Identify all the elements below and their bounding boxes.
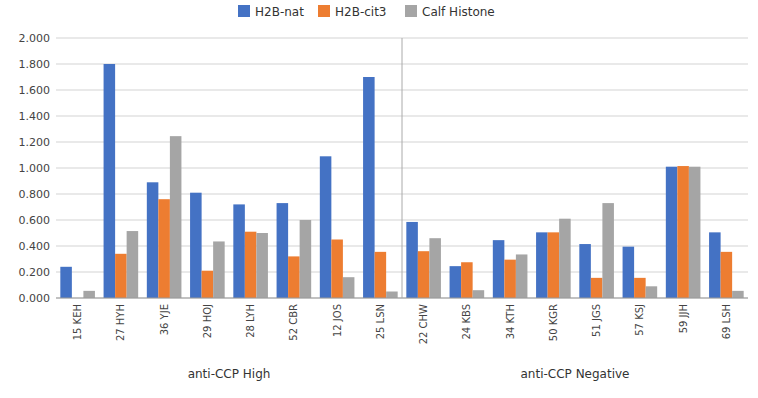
bar bbox=[158, 199, 170, 298]
bar bbox=[536, 232, 548, 298]
bar bbox=[579, 244, 591, 298]
bar bbox=[375, 252, 387, 298]
bar bbox=[677, 166, 689, 298]
x-tick-label: 69 LSH bbox=[721, 304, 732, 339]
x-tick-label: 34 KTH bbox=[505, 304, 516, 339]
x-tick-label: 28 LYH bbox=[245, 304, 256, 338]
x-tick-label: 36 YJE bbox=[159, 304, 170, 335]
bar bbox=[147, 182, 159, 298]
bar bbox=[548, 232, 560, 298]
x-tick-label: 57 KSJ bbox=[634, 304, 645, 336]
legend-swatch bbox=[238, 5, 250, 17]
bar bbox=[623, 247, 635, 298]
y-tick-label: 0.200 bbox=[19, 266, 51, 279]
bar bbox=[245, 232, 257, 298]
bar bbox=[473, 290, 485, 298]
grid bbox=[56, 38, 748, 298]
bar bbox=[461, 262, 473, 298]
bar bbox=[277, 203, 289, 298]
x-tick-label: 15 KEH bbox=[72, 304, 83, 340]
y-tick-label: 0.600 bbox=[19, 214, 51, 227]
legend-label: Calf Histone bbox=[422, 5, 495, 19]
x-tick-label: 27 HYH bbox=[115, 304, 126, 341]
group-separator bbox=[402, 38, 403, 298]
bar bbox=[666, 167, 678, 298]
y-tick-label: 0.800 bbox=[19, 188, 51, 201]
bar bbox=[170, 136, 182, 298]
bar bbox=[732, 291, 744, 298]
x-tick-label: 59 JJH bbox=[678, 304, 689, 333]
bar bbox=[559, 219, 571, 298]
legend: H2B-nat H2B-cit3 Calf Histone bbox=[238, 5, 495, 19]
x-tick-label: 22 CHW bbox=[418, 304, 429, 344]
y-tick-label: 0.000 bbox=[19, 292, 51, 305]
legend-swatch bbox=[318, 5, 330, 17]
y-tick-label: 1.000 bbox=[19, 162, 51, 175]
y-tick-label: 1.400 bbox=[19, 110, 51, 123]
bar bbox=[591, 278, 603, 298]
bar bbox=[450, 266, 462, 298]
bar bbox=[115, 254, 127, 298]
bar bbox=[602, 203, 614, 298]
bar bbox=[493, 240, 505, 298]
bar bbox=[516, 254, 528, 298]
bar bbox=[127, 231, 139, 298]
bar bbox=[418, 251, 430, 298]
legend-swatch bbox=[405, 5, 417, 17]
legend-label: H2B-cit3 bbox=[335, 5, 387, 19]
bar bbox=[331, 240, 343, 299]
bar bbox=[104, 64, 116, 298]
bar bbox=[343, 277, 355, 298]
y-tick-label: 0.400 bbox=[19, 240, 51, 253]
x-tick-label: 52 CBR bbox=[288, 304, 299, 341]
x-tick-label: 51 JGS bbox=[591, 304, 602, 337]
bar bbox=[363, 77, 375, 298]
bar bbox=[709, 232, 721, 298]
x-tick-label: 24 KBS bbox=[461, 304, 472, 340]
x-tick-label: 12 JOS bbox=[332, 304, 343, 337]
y-tick-label: 1.600 bbox=[19, 84, 51, 97]
bar bbox=[190, 193, 202, 298]
bar bbox=[288, 256, 300, 298]
bar bbox=[504, 260, 516, 298]
bar bbox=[406, 222, 418, 298]
bar bbox=[83, 291, 95, 298]
bar bbox=[256, 233, 268, 298]
legend-label: H2B-nat bbox=[255, 5, 304, 19]
chart: 0.000 0.200 0.400 0.600 0.800 1.000 1.200 1.400… bbox=[0, 0, 758, 398]
group-label: anti-CCP High bbox=[188, 367, 271, 381]
bar bbox=[646, 286, 658, 298]
y-tick-label: 1.800 bbox=[19, 58, 51, 71]
bar bbox=[721, 252, 733, 298]
y-tick-label: 1.200 bbox=[19, 136, 51, 149]
bar bbox=[634, 278, 646, 298]
y-tick-label: 2.000 bbox=[19, 32, 51, 45]
bar bbox=[202, 271, 214, 298]
bar bbox=[320, 156, 332, 298]
group-label: anti-CCP Negative bbox=[521, 367, 630, 381]
x-tick-label: 50 KGR bbox=[548, 304, 559, 341]
bar bbox=[689, 167, 701, 298]
bar bbox=[213, 241, 225, 298]
bar bbox=[386, 292, 398, 299]
bar bbox=[300, 220, 312, 298]
bar bbox=[60, 267, 72, 298]
bar bbox=[233, 204, 245, 298]
bar bbox=[429, 238, 441, 298]
x-tick-label: 25 LSN bbox=[375, 304, 386, 339]
x-tick-label: 29 HOJ bbox=[202, 304, 213, 338]
